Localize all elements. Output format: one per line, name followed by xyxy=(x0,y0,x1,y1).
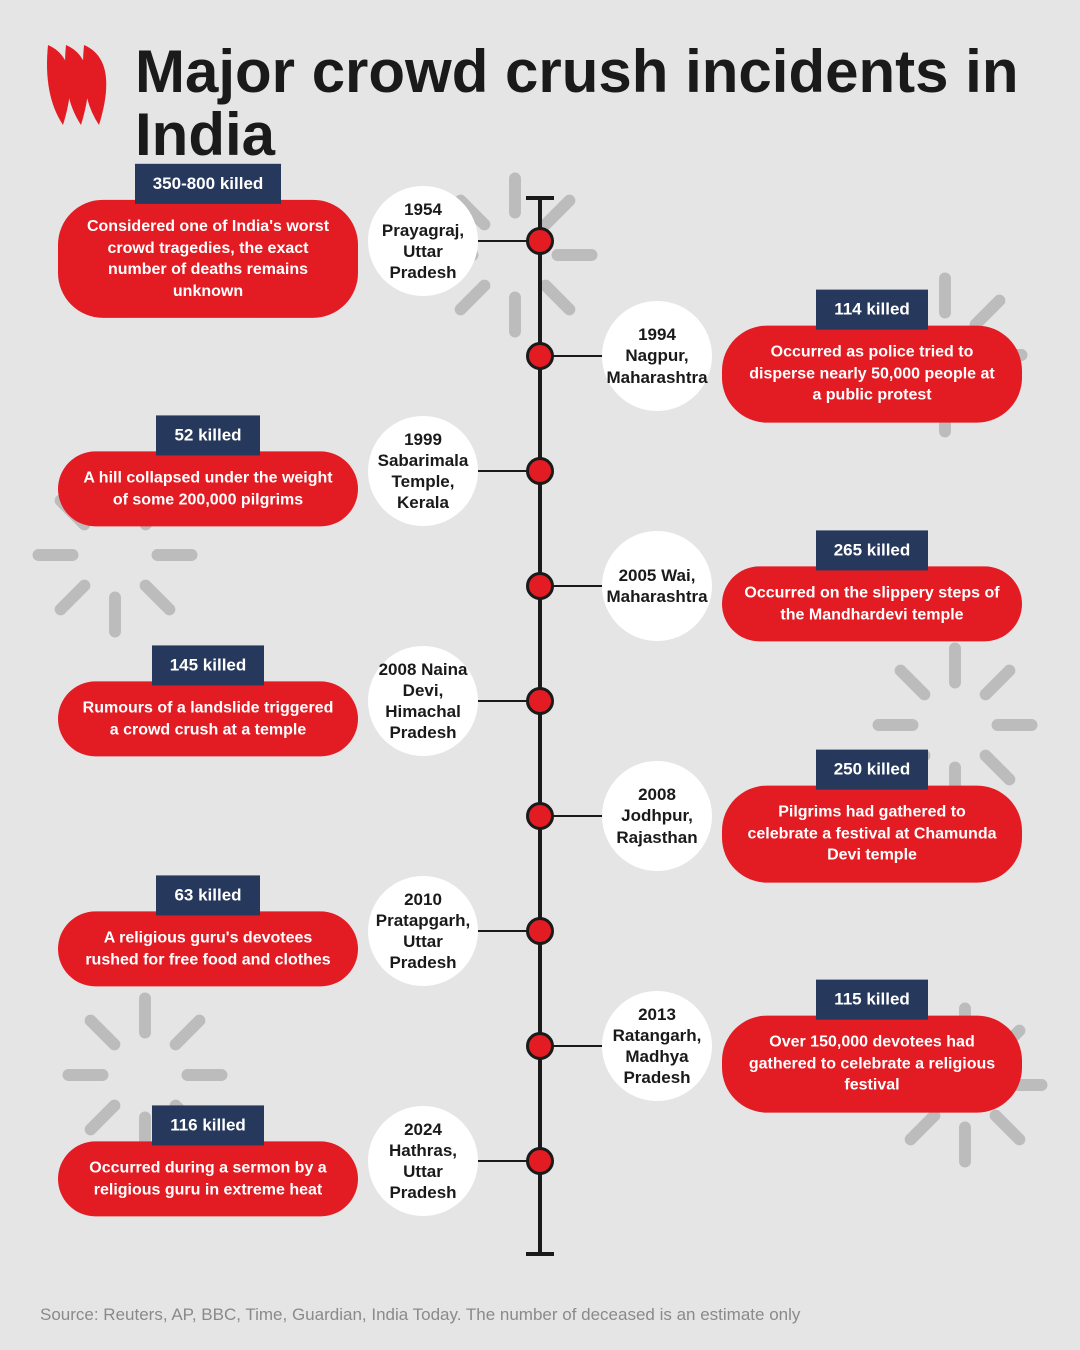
event-place-circle: 2005 Wai, Maharashtra xyxy=(602,531,712,641)
event-place-circle: 2010 Pratapgarh, Uttar Pradesh xyxy=(368,876,478,986)
event-card: 114 killedOccurred as police tried to di… xyxy=(722,290,1022,423)
connector-line xyxy=(472,700,528,702)
event-description: A religious guru's devotees rushed for f… xyxy=(58,911,358,986)
event-place-circle: 1999 Sabarimala Temple, Kerala xyxy=(368,416,478,526)
event-card: 115 killedOver 150,000 devotees had gath… xyxy=(722,980,1022,1113)
event-description: Occurred during a sermon by a religious … xyxy=(58,1141,358,1216)
death-count-badge: 114 killed xyxy=(816,290,928,330)
event-place-circle: 1994 Nagpur, Maharashtra xyxy=(602,301,712,411)
timeline-dot xyxy=(526,457,554,485)
header: Major crowd crush incidents in India xyxy=(0,0,1080,186)
event-description: Rumours of a landslide triggered a crowd… xyxy=(58,681,358,756)
connector-line xyxy=(552,1045,608,1047)
death-count-badge: 250 killed xyxy=(816,750,929,790)
source-footer: Source: Reuters, AP, BBC, Time, Guardian… xyxy=(40,1305,1040,1325)
death-count-badge: 116 killed xyxy=(152,1105,264,1145)
connector-line xyxy=(472,240,528,242)
timeline-dot xyxy=(526,1147,554,1175)
connector-line xyxy=(472,470,528,472)
event-description: Considered one of India's worst crowd tr… xyxy=(58,200,358,318)
axis-tick-bottom xyxy=(526,1252,554,1256)
event-place-circle: 2008 Naina Devi, Himachal Pradesh xyxy=(368,646,478,756)
death-count-badge: 52 killed xyxy=(156,415,259,455)
timeline: 1954 Prayagraj, Uttar Pradesh350-800 kil… xyxy=(50,196,1030,1256)
timeline-dot xyxy=(526,802,554,830)
timeline-dot xyxy=(526,227,554,255)
event-description: A hill collapsed under the weight of som… xyxy=(58,451,358,526)
event-card: 350-800 killedConsidered one of India's … xyxy=(58,164,358,318)
connector-line xyxy=(552,585,608,587)
death-count-badge: 115 killed xyxy=(816,980,928,1020)
event-place-circle: 1954 Prayagraj, Uttar Pradesh xyxy=(368,186,478,296)
event-card: 145 killedRumours of a landslide trigger… xyxy=(58,645,358,756)
timeline-dot xyxy=(526,687,554,715)
event-card: 265 killedOccurred on the slippery steps… xyxy=(722,530,1022,641)
event-card: 116 killedOccurred during a sermon by a … xyxy=(58,1105,358,1216)
event-card: 52 killedA hill collapsed under the weig… xyxy=(58,415,358,526)
connector-line xyxy=(552,355,608,357)
event-place-circle: 2024 Hathras, Uttar Pradesh xyxy=(368,1106,478,1216)
connector-line xyxy=(472,930,528,932)
timeline-dot xyxy=(526,1032,554,1060)
event-description: Over 150,000 devotees had gathered to ce… xyxy=(722,1016,1022,1113)
death-count-badge: 350-800 killed xyxy=(135,164,282,204)
connector-line xyxy=(552,815,608,817)
event-place-circle: 2013 Ratangarh, Madhya Pradesh xyxy=(602,991,712,1101)
connector-line xyxy=(472,1160,528,1162)
timeline-dot xyxy=(526,917,554,945)
death-count-badge: 265 killed xyxy=(816,530,929,570)
event-description: Occurred as police tried to disperse nea… xyxy=(722,326,1022,423)
timeline-dot xyxy=(526,572,554,600)
event-description: Occurred on the slippery steps of the Ma… xyxy=(722,566,1022,641)
event-card: 63 killedA religious guru's devotees rus… xyxy=(58,875,358,986)
death-count-badge: 145 killed xyxy=(152,645,265,685)
event-card: 250 killedPilgrims had gathered to celeb… xyxy=(722,750,1022,883)
sbs-logo-icon xyxy=(40,40,110,135)
death-count-badge: 63 killed xyxy=(156,875,259,915)
event-description: Pilgrims had gathered to celebrate a fes… xyxy=(722,786,1022,883)
page-title: Major crowd crush incidents in India xyxy=(135,40,1030,166)
event-place-circle: 2008 Jodhpur, Rajasthan xyxy=(602,761,712,871)
timeline-dot xyxy=(526,342,554,370)
